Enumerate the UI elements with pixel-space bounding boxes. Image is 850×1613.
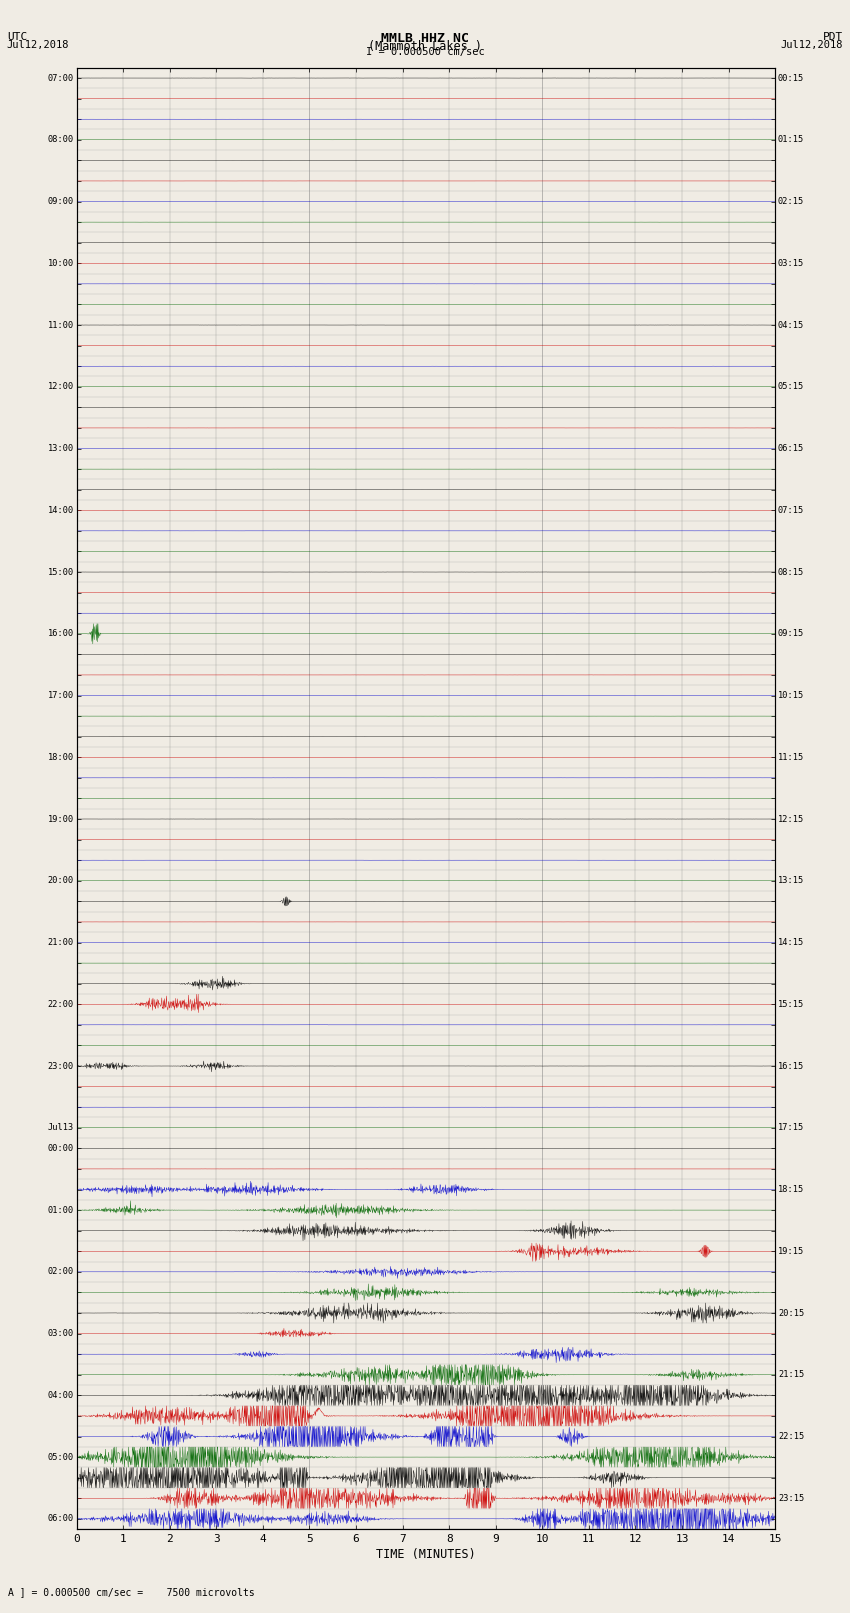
Text: MMLB HHZ NC: MMLB HHZ NC: [381, 32, 469, 45]
X-axis label: TIME (MINUTES): TIME (MINUTES): [376, 1548, 476, 1561]
Text: Jul12,2018: Jul12,2018: [7, 39, 70, 50]
Text: UTC: UTC: [7, 32, 27, 42]
Text: I = 0.000500 cm/sec: I = 0.000500 cm/sec: [366, 47, 484, 56]
Text: Jul12,2018: Jul12,2018: [780, 39, 843, 50]
Text: PDT: PDT: [823, 32, 843, 42]
Text: A ] = 0.000500 cm/sec =    7500 microvolts: A ] = 0.000500 cm/sec = 7500 microvolts: [8, 1587, 255, 1597]
Text: (Mammoth Lakes ): (Mammoth Lakes ): [368, 39, 482, 53]
